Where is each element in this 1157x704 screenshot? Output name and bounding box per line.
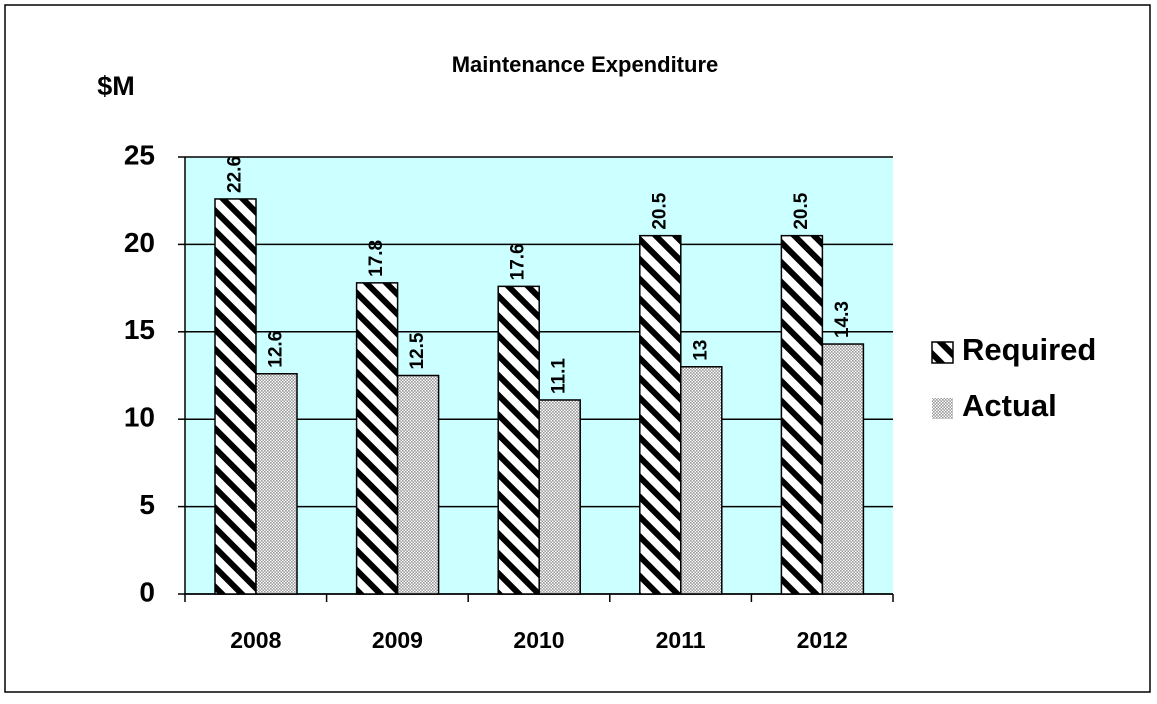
y-tick-label: 25 bbox=[124, 139, 155, 170]
x-tick-label: 2008 bbox=[230, 627, 281, 653]
x-tick-label: 2010 bbox=[513, 627, 564, 653]
y-tick-label: 10 bbox=[124, 402, 155, 433]
bar bbox=[396, 374, 440, 595]
bar bbox=[821, 343, 865, 595]
bar bbox=[497, 285, 540, 595]
data-label: 17.8 bbox=[366, 240, 387, 277]
legend-swatch bbox=[931, 341, 954, 364]
y-tick-label: 20 bbox=[124, 227, 155, 258]
data-label: 13 bbox=[690, 340, 711, 361]
bar bbox=[255, 373, 298, 595]
bar bbox=[538, 399, 581, 595]
y-tick-label: 15 bbox=[124, 314, 155, 345]
x-tick-label: 2011 bbox=[656, 627, 706, 653]
y-tick-label: 0 bbox=[139, 576, 155, 607]
data-label: 22.6 bbox=[225, 156, 246, 193]
data-label: 20.5 bbox=[649, 192, 670, 229]
bar bbox=[214, 198, 257, 595]
data-label: 12.5 bbox=[407, 332, 428, 369]
x-tick-label: 2012 bbox=[797, 627, 848, 653]
data-label: 17.6 bbox=[508, 243, 529, 280]
chart-title: Maintenance Expenditure bbox=[452, 52, 719, 77]
y-tick-label: 5 bbox=[139, 489, 155, 520]
bar bbox=[355, 282, 399, 595]
legend-label: Required bbox=[962, 332, 1096, 367]
x-tick-label: 2009 bbox=[372, 627, 423, 653]
bar bbox=[639, 234, 682, 595]
legend-swatch bbox=[932, 398, 953, 419]
data-label: 11.1 bbox=[549, 358, 570, 394]
data-label: 12.6 bbox=[266, 331, 287, 368]
legend-label: Actual bbox=[962, 388, 1057, 423]
bar bbox=[780, 234, 824, 595]
bar bbox=[680, 366, 723, 595]
data-label: 20.5 bbox=[791, 192, 812, 229]
data-label: 14.3 bbox=[832, 301, 853, 338]
y-axis-label: $M bbox=[97, 71, 135, 101]
